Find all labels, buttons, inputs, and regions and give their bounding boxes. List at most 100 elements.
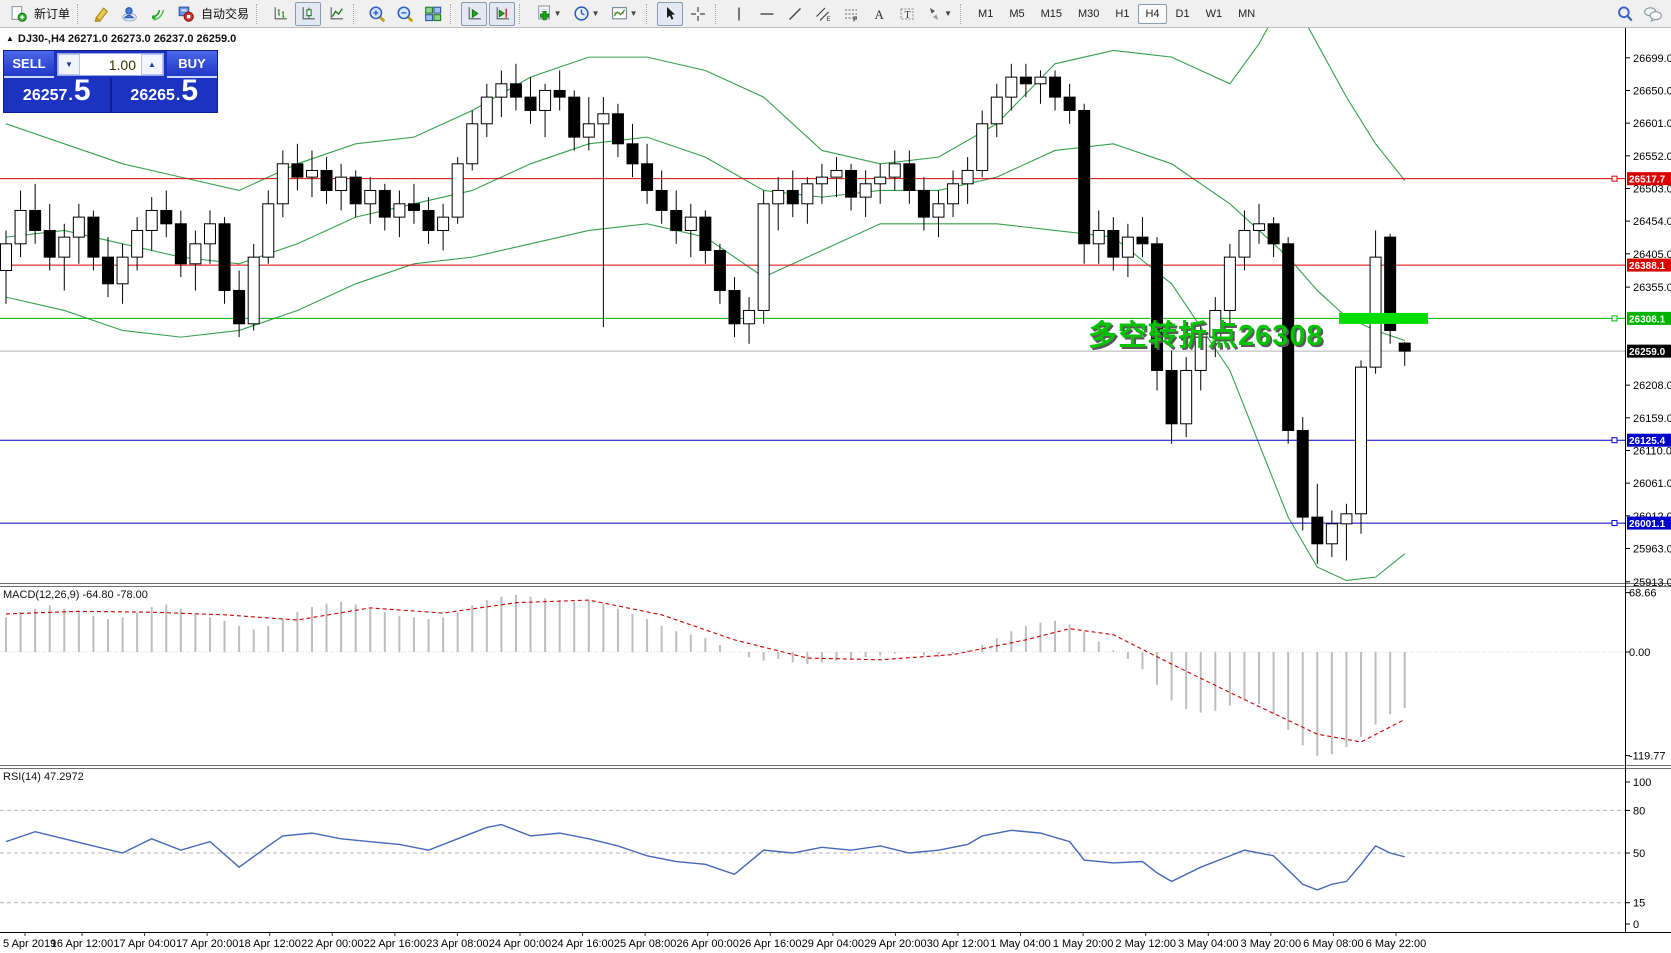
time-tick-label[interactable]: 5 Apr 2019 (3, 938, 56, 950)
text-label-button[interactable]: T (894, 2, 920, 26)
cursor-button[interactable] (657, 1, 684, 26)
search-button[interactable] (1612, 2, 1638, 26)
auto-scroll-button[interactable] (461, 1, 488, 26)
candle-down (160, 209, 173, 225)
autotrading-label[interactable]: 自动交易 (201, 7, 250, 21)
crosshair-button[interactable] (685, 2, 711, 26)
indicators-button[interactable]: ▼ (530, 2, 566, 26)
candle-up (888, 163, 901, 178)
bar-chart-button[interactable] (267, 2, 293, 26)
fibonacci-button[interactable]: F (838, 2, 864, 26)
line-chart-button[interactable] (323, 2, 349, 26)
price-tag (1627, 172, 1671, 186)
time-tick-label[interactable]: 23 Apr 08:00 (426, 938, 488, 950)
time-tick-label[interactable]: 22 Apr 00:00 (301, 938, 363, 950)
time-tick-label[interactable]: 6 May 22:00 (1366, 938, 1427, 950)
signals-button[interactable] (144, 2, 170, 26)
time-tick-label[interactable]: 26 Apr 16:00 (739, 938, 801, 950)
equidistant-channel-button[interactable]: E (810, 2, 836, 26)
new-order-label[interactable]: 新订单 (34, 7, 71, 21)
buy-price[interactable]: 26265 . 5 (111, 76, 217, 112)
time-tick-label[interactable]: 6 May 08:00 (1303, 938, 1364, 950)
time-tick-label[interactable]: 26 Apr 00:00 (677, 938, 739, 950)
candlestick-chart-icon (302, 7, 315, 20)
hline-handle[interactable] (1611, 437, 1618, 444)
candle-up (582, 123, 595, 138)
time-tick-label[interactable]: 17 Apr 20:00 (176, 938, 238, 950)
hline-handle[interactable] (1611, 175, 1618, 182)
timeframe-button-m30[interactable]: M30 (1078, 7, 1100, 20)
time-tick-label[interactable]: 16 Apr 12:00 (51, 938, 113, 950)
volume-increase-button[interactable]: ▲ (141, 54, 163, 75)
candlestick-series[interactable] (0, 63, 1411, 564)
volume-value[interactable]: 1.00 (108, 56, 136, 73)
timeframe-button-m15[interactable]: M15 (1040, 7, 1062, 20)
macd-pane[interactable] (0, 594, 1625, 756)
hline-handle[interactable] (1611, 520, 1618, 527)
zoom-in-button[interactable] (364, 2, 390, 26)
time-tick-label[interactable]: 2 May 12:00 (1115, 938, 1176, 950)
time-tick-label[interactable]: 1 May 04:00 (990, 938, 1051, 950)
horizontal-line-button[interactable] (754, 2, 780, 26)
time-tick-label[interactable]: 22 Apr 16:00 (364, 938, 426, 950)
highlight-bar[interactable] (1339, 312, 1428, 324)
timeframe-button-h4[interactable]: H4 (1138, 3, 1167, 24)
rsi-line (5, 823, 1405, 891)
templates-button[interactable]: ▼ (606, 2, 642, 26)
time-tick-label[interactable]: 3 May 04:00 (1178, 938, 1239, 950)
sell-button[interactable]: SELL (4, 51, 54, 78)
time-tick-label[interactable]: 30 Apr 12:00 (927, 938, 989, 950)
candle-down (1107, 229, 1120, 258)
chat-button[interactable] (1640, 2, 1666, 26)
candle-up (393, 203, 406, 218)
time-tick-label[interactable]: 29 Apr 04:00 (802, 938, 864, 950)
rsi-pane[interactable] (0, 809, 1625, 904)
time-tick-label[interactable]: 3 May 20:00 (1241, 938, 1302, 950)
trendline-button[interactable] (782, 2, 808, 26)
sell-price-dec: 5 (73, 74, 91, 107)
sell-price[interactable]: 26257 . 5 (4, 74, 112, 112)
chart-shift-button[interactable] (489, 1, 516, 26)
periods-button[interactable]: ▼ (568, 2, 604, 26)
candle-down (43, 229, 56, 258)
timeframe-button-m5[interactable]: M5 (1009, 7, 1025, 20)
candle-up (684, 216, 697, 231)
autotrading-button[interactable] (172, 2, 198, 26)
candle-up (495, 83, 508, 98)
timeframe-button-h1[interactable]: H1 (1115, 7, 1130, 20)
candlestick-chart-button[interactable] (295, 1, 322, 26)
time-tick-label[interactable]: 1 May 20:00 (1053, 938, 1114, 950)
time-tick-label[interactable]: 17 Apr 04:00 (113, 938, 175, 950)
trendline-icon (789, 7, 802, 20)
metaeditor-button[interactable] (88, 2, 114, 26)
vertical-line-button[interactable] (726, 2, 752, 26)
timeframe-button-d1[interactable]: D1 (1175, 7, 1190, 20)
collapse-triangle-icon[interactable]: ▲ (6, 34, 14, 43)
volume-decrease-button[interactable]: ▼ (58, 54, 80, 75)
time-tick-label[interactable]: 25 Apr 08:00 (614, 938, 676, 950)
time-tick-label[interactable]: 29 Apr 20:00 (864, 938, 926, 950)
arrows-button[interactable]: ▼ (922, 2, 956, 26)
community-button[interactable] (116, 2, 142, 26)
time-tick-label[interactable]: 24 Apr 16:00 (551, 938, 613, 950)
text-button[interactable]: A (866, 2, 892, 26)
candle-down (1384, 236, 1397, 331)
time-tick-label[interactable]: 18 Apr 12:00 (239, 938, 301, 950)
timeframe-button-m1[interactable]: M1 (978, 7, 994, 20)
price-tick-label: 26110.0 (1633, 445, 1671, 457)
zoom-out-button[interactable] (392, 2, 418, 26)
new-order-button[interactable] (5, 2, 31, 26)
tile-windows-button[interactable] (420, 2, 446, 26)
hline-handle[interactable] (1611, 315, 1618, 322)
timeframe-button-w1[interactable]: W1 (1205, 7, 1223, 20)
rsi-tick-label: 0 (1633, 919, 1639, 931)
main-pane[interactable] (0, 0, 1625, 582)
chart-annotation-text[interactable]: 多空转折点26308 (1088, 320, 1324, 352)
buy-button[interactable]: BUY (167, 51, 217, 78)
time-tick-label[interactable]: 24 Apr 00:00 (489, 938, 551, 950)
timeframe-button-mn[interactable]: MN (1238, 7, 1256, 20)
price-tag (1627, 258, 1671, 272)
rsi-label: RSI(14) 47.2972 (3, 771, 84, 783)
candle-up (874, 176, 887, 185)
